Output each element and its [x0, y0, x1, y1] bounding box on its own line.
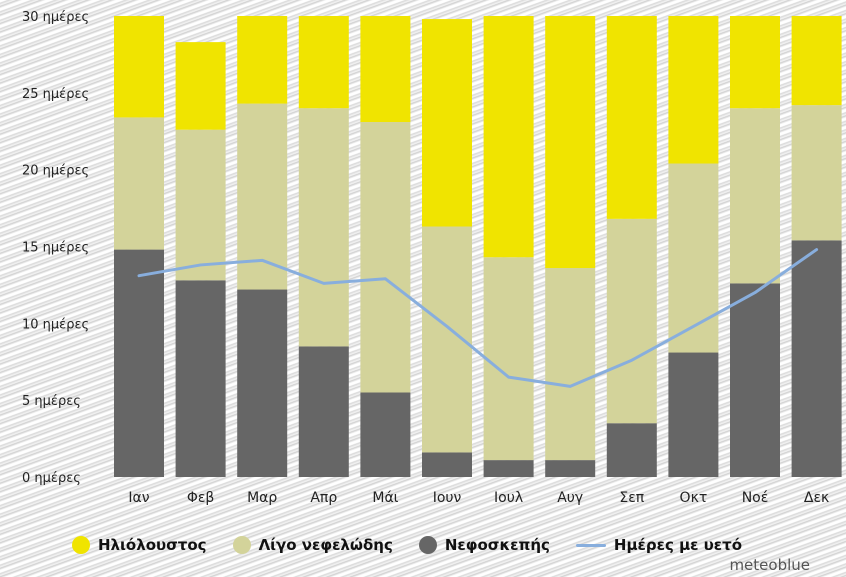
legend: Ηλιόλουστος Λίγο νεφελώδης Νεφοσκεπής Ημ…	[72, 536, 742, 554]
y-tick-label: 10 ημέρες	[22, 317, 89, 332]
x-tick-label: Απρ	[310, 490, 337, 506]
bars	[114, 16, 842, 477]
bar-segment-overcast[interactable]	[606, 423, 657, 477]
legend-item-partly-cloudy[interactable]: Λίγο νεφελώδης	[232, 536, 393, 554]
legend-swatch-overcast	[418, 536, 437, 554]
legend-swatch-sunny	[72, 536, 90, 554]
bar-segment-sunny[interactable]	[298, 16, 349, 109]
legend-item-sunny[interactable]: Ηλιόλουστος	[72, 536, 207, 554]
bar-segment-partly-cloudy[interactable]	[360, 122, 411, 393]
bar-segment-overcast[interactable]	[545, 460, 596, 477]
bar-segment-partly-cloudy[interactable]	[175, 129, 226, 281]
bar-segment-overcast[interactable]	[114, 249, 164, 477]
bar-segment-partly-cloudy[interactable]	[298, 108, 349, 347]
legend-item-overcast[interactable]: Νεφοσκεπής	[418, 536, 550, 554]
bar-segment-overcast[interactable]	[360, 392, 411, 477]
bar-segment-overcast[interactable]	[483, 460, 534, 477]
bar-segment-partly-cloudy[interactable]	[791, 105, 842, 241]
legend-label-sunny: Ηλιόλουστος	[98, 536, 207, 554]
x-tick-label: Μάι	[372, 490, 398, 506]
bar-segment-overcast[interactable]	[237, 289, 288, 477]
x-tick-label: Δεκ	[804, 490, 829, 506]
bar-segment-partly-cloudy[interactable]	[545, 268, 596, 461]
bar-segment-overcast[interactable]	[298, 346, 349, 477]
x-tick-label: Ιαν	[128, 490, 149, 506]
x-tick-label: Ιουλ	[494, 490, 523, 506]
legend-swatch-partly-cloudy	[232, 536, 251, 554]
legend-swatch-precipitation-days	[575, 543, 606, 547]
bar-segment-sunny[interactable]	[422, 19, 472, 227]
y-tick-label: 0 ημέρες	[22, 471, 81, 486]
bar-segment-partly-cloudy[interactable]	[483, 257, 534, 461]
bar-segment-overcast[interactable]	[668, 352, 719, 477]
y-tick-label: 20 ημέρες	[22, 164, 89, 179]
legend-item-precipitation-days[interactable]: Ημέρες με υετό	[575, 536, 743, 554]
bar-segment-sunny[interactable]	[237, 16, 288, 104]
bar-segment-sunny[interactable]	[606, 16, 657, 219]
meteoblue-watermark: meteoblue	[729, 556, 810, 574]
bar-segment-sunny[interactable]	[791, 16, 842, 106]
bar-segment-overcast[interactable]	[422, 452, 472, 477]
y-tick-label: 15 ημέρες	[22, 241, 89, 256]
bar-segment-partly-cloudy[interactable]	[730, 108, 780, 284]
precipitation-line	[137, 248, 819, 388]
bar-segment-sunny[interactable]	[114, 16, 164, 118]
legend-label-precipitation-days: Ημέρες με υετό	[613, 536, 743, 554]
x-tick-label: Ιουν	[433, 490, 462, 506]
bar-segment-sunny[interactable]	[483, 16, 534, 258]
y-axis: 0 ημέρες 5 ημέρες 10 ημέρες 15 ημέρες 20 ημέ…	[22, 10, 89, 486]
y-tick-label: 30 ημέρες	[22, 10, 89, 25]
bar-segment-partly-cloudy[interactable]	[237, 103, 288, 290]
bar-segment-sunny[interactable]	[360, 16, 411, 123]
x-tick-label: Οκτ	[680, 490, 708, 506]
x-tick-label: Αυγ	[557, 490, 583, 506]
x-tick-label: Μαρ	[247, 490, 277, 506]
bar-segment-partly-cloudy[interactable]	[606, 218, 657, 424]
y-tick-label: 25 ημέρες	[22, 87, 89, 102]
bar-segment-overcast[interactable]	[730, 283, 780, 477]
legend-label-overcast: Νεφοσκεπής	[444, 536, 550, 554]
legend-label-partly-cloudy: Λίγο νεφελώδης	[258, 536, 393, 554]
precipitation-days-line[interactable]	[137, 248, 819, 388]
bar-segment-overcast[interactable]	[791, 240, 842, 477]
bar-segment-sunny[interactable]	[175, 42, 226, 130]
x-tick-label: Φεβ	[187, 490, 215, 506]
x-axis: Ιαν Φεβ Μαρ Απρ Μάι Ιουν Ιουλ Αυγ Σεπ Οκτ Νοέ Δεκ	[128, 490, 829, 506]
bar-segment-sunny[interactable]	[545, 16, 596, 269]
y-tick-label: 5 ημέρες	[22, 394, 81, 409]
bar-segment-partly-cloudy[interactable]	[114, 117, 164, 250]
x-tick-label: Νοέ	[742, 490, 769, 506]
x-tick-label: Σεπ	[619, 490, 644, 506]
bar-segment-sunny[interactable]	[730, 16, 780, 109]
bar-segment-sunny[interactable]	[668, 16, 719, 164]
bar-segment-overcast[interactable]	[175, 280, 226, 477]
bar-segment-partly-cloudy[interactable]	[668, 163, 719, 353]
